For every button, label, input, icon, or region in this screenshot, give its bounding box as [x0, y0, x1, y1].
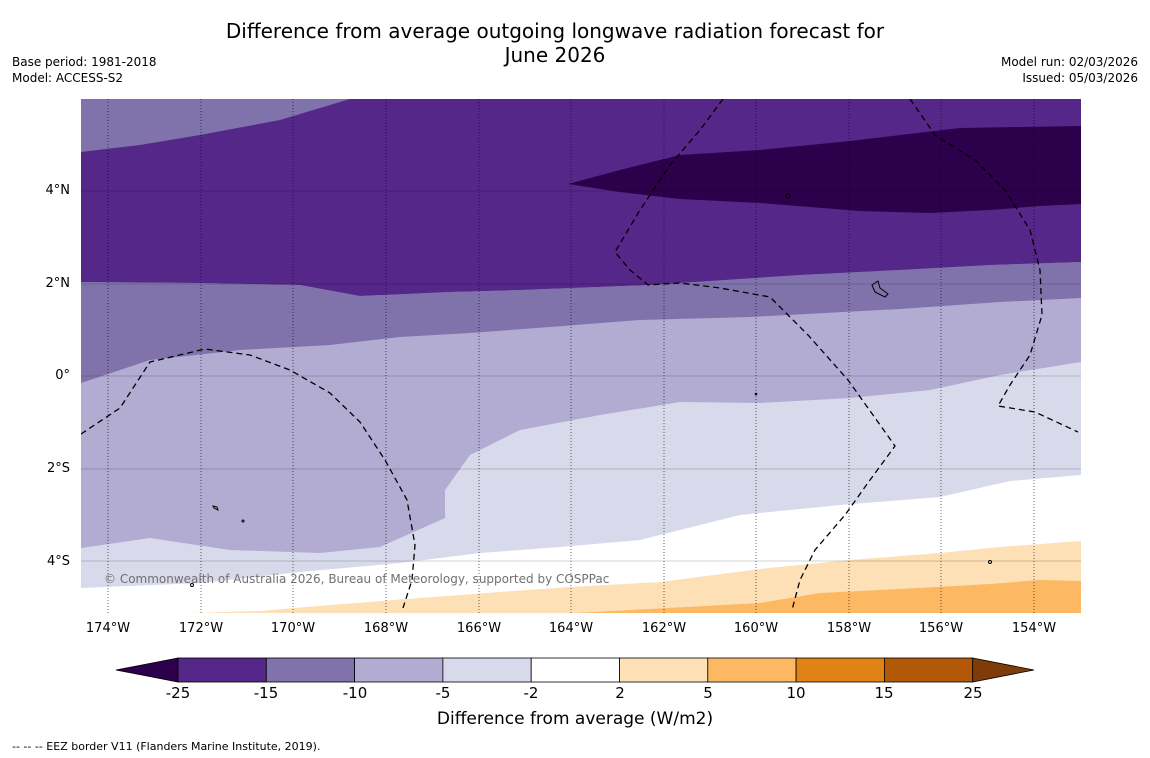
- islands: [190, 193, 992, 587]
- colorbar-tick: -10: [342, 684, 368, 702]
- island-small-6: [754, 392, 758, 396]
- lon-label-156w: 156°W: [918, 621, 964, 636]
- title-line-1: Difference from average outgoing longwav…: [225, 19, 885, 43]
- island-small-5: [988, 560, 992, 564]
- lon-label-160w: 160°W: [733, 621, 779, 636]
- eez-border-east: [909, 99, 1079, 433]
- colorbar-over-triangle: [972, 657, 1035, 683]
- eez-border-west: [81, 348, 416, 609]
- colorbar-tick: -5: [435, 684, 451, 702]
- colorbar-segment-4: [442, 657, 532, 683]
- map-title: Difference from average outgoing longwav…: [200, 19, 910, 67]
- eez-borders: [81, 99, 1079, 611]
- base-period: Base period: 1981-2018: [12, 55, 157, 69]
- colorbar-tick: -2: [523, 684, 539, 702]
- band-mid: [81, 262, 1081, 383]
- anomaly-field: [81, 99, 1081, 613]
- colorbar-tick: -25: [165, 684, 191, 702]
- lon-label-164w: 164°W: [548, 621, 594, 636]
- colorbar-tick: 25: [963, 684, 983, 702]
- copyright-notice: © Commonwealth of Australia 2026, Bureau…: [104, 572, 610, 586]
- lat-label-4s: 4°S: [46, 554, 70, 569]
- title-line-2: June 2026: [504, 43, 606, 67]
- colorbar-tick: 15: [874, 684, 894, 702]
- lon-label-158w: 158°W: [826, 621, 872, 636]
- issued-date: Issued: 05/03/2026: [1022, 71, 1138, 85]
- colorbar-tick: 5: [703, 684, 713, 702]
- band-deep: [568, 126, 1081, 213]
- colorbar-segment-1: [177, 657, 267, 683]
- lon-label-174w: 174°W: [85, 621, 131, 636]
- colorbar-segment-6: [619, 657, 709, 683]
- lon-label-168w: 168°W: [363, 621, 409, 636]
- lon-label-154w: 154°W: [1011, 621, 1057, 636]
- lon-label-162w: 162°W: [641, 621, 687, 636]
- graticule: [81, 99, 1081, 613]
- colorbar-segment-5: [530, 657, 620, 683]
- colorbar-segment-2: [265, 657, 355, 683]
- lat-label-2s: 2°S: [46, 461, 70, 476]
- lat-label-2n: 2°N: [45, 276, 71, 291]
- model-name: Model: ACCESS-S2: [12, 71, 124, 85]
- meta-right: Model run: 02/03/2026 Issued: 05/03/2026: [1001, 54, 1138, 86]
- island-small-1: [212, 505, 219, 511]
- colorbar-tick: 10: [786, 684, 806, 702]
- colorbar-segment-8: [795, 657, 885, 683]
- colorbar-label: Difference from average (W/m2): [436, 709, 714, 729]
- island-small-2: [241, 519, 245, 523]
- band-warm-2: [575, 580, 1081, 613]
- lon-label-166w: 166°W: [456, 621, 502, 636]
- meta-left: Base period: 1981-2018 Model: ACCESS-S2: [12, 54, 157, 86]
- lon-label-172w: 172°W: [178, 621, 224, 636]
- colorbar-tick: -15: [253, 684, 279, 702]
- colorbar-under-triangle: [115, 657, 179, 683]
- colorbar: [115, 657, 1035, 683]
- colorbar-segment-7: [707, 657, 797, 683]
- lon-label-170w: 170°W: [270, 621, 316, 636]
- eez-footnote: -- -- -- EEZ border V11 (Flanders Marine…: [12, 740, 321, 753]
- model-run: Model run: 02/03/2026: [1000, 55, 1138, 69]
- colorbar-tick: 2: [615, 684, 625, 702]
- island-jarvis: [871, 280, 889, 298]
- lat-label-4n: 4°N: [45, 183, 71, 198]
- colorbar-segment-9: [884, 657, 974, 683]
- island-small-4: [785, 193, 791, 199]
- lat-label-0: 0°: [55, 368, 70, 383]
- colorbar-segment-3: [354, 657, 444, 683]
- island-small-3: [190, 583, 194, 587]
